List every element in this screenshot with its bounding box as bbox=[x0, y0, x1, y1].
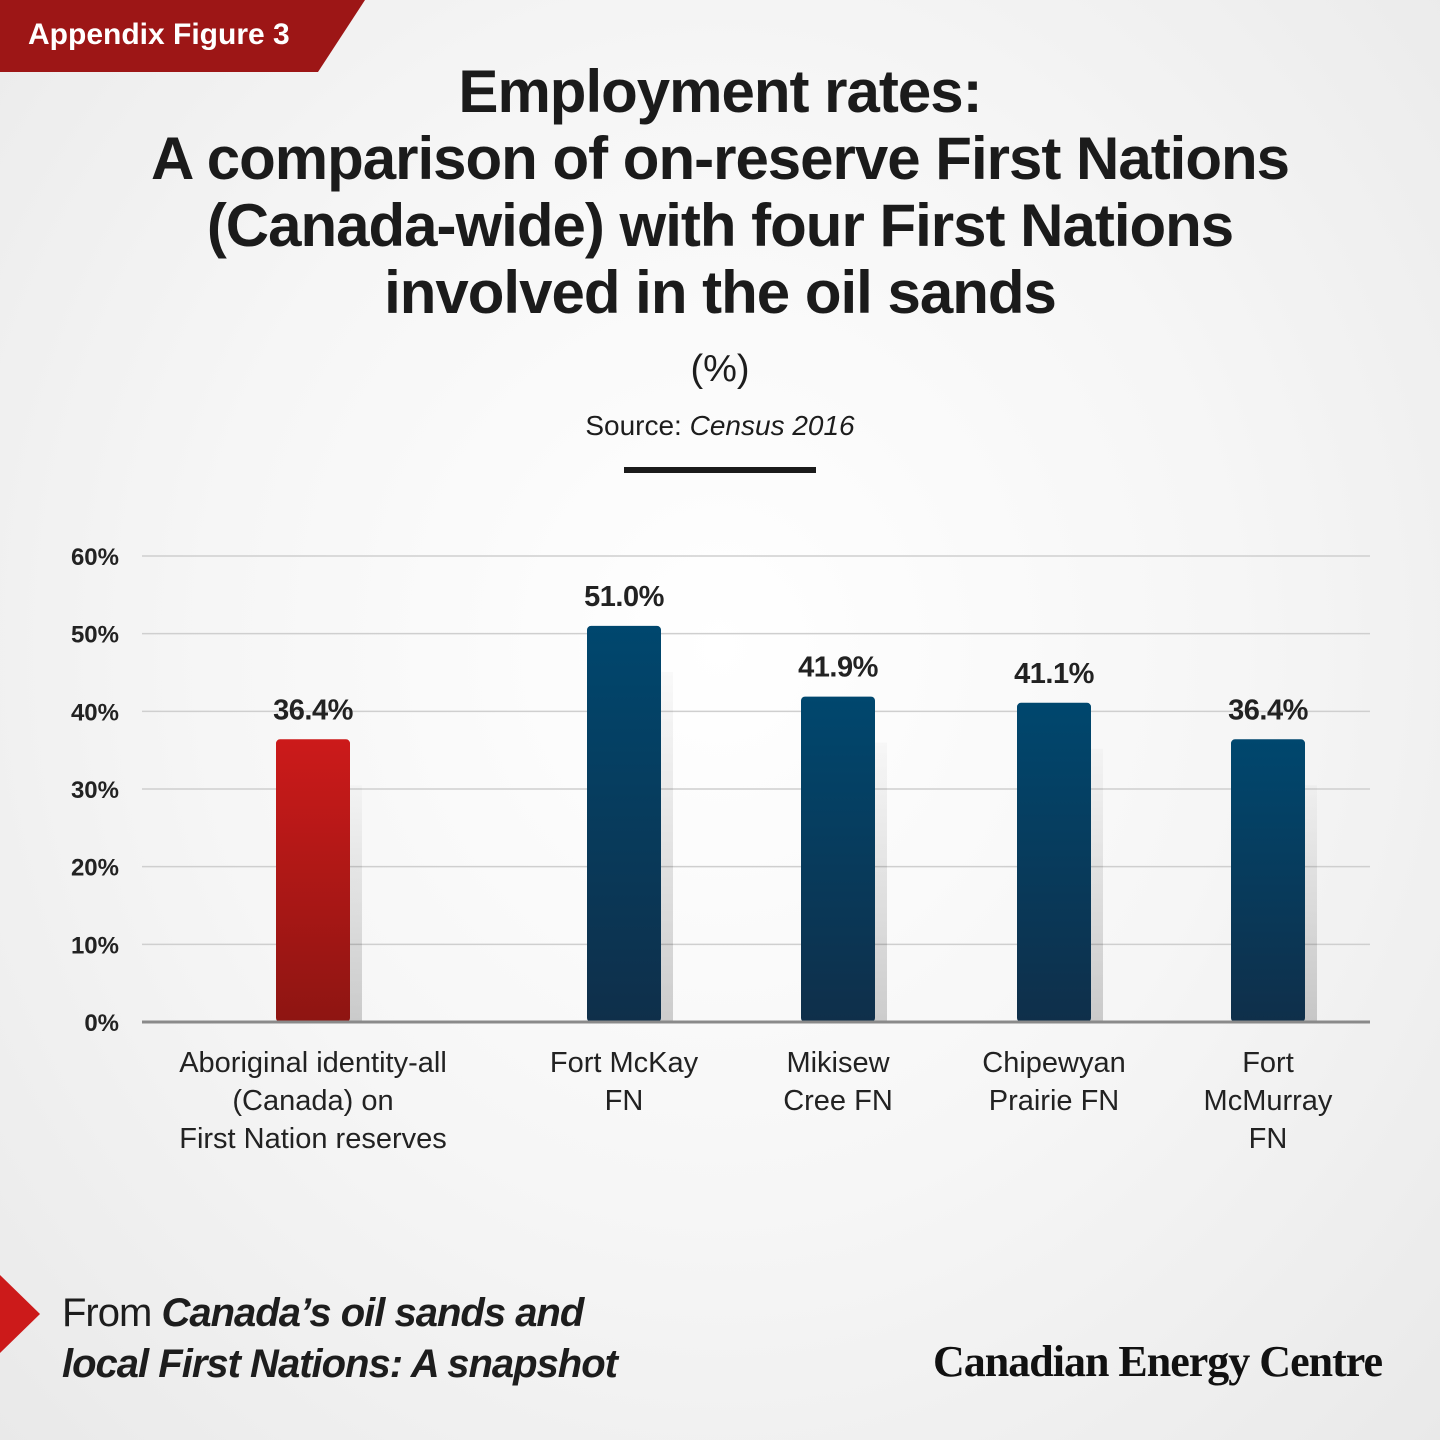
x-tick-label: Cree FN bbox=[783, 1085, 893, 1117]
arrow-icon bbox=[0, 1275, 40, 1353]
bar-chart: 0% 10% 20% 30% 40% 50% 60% 36.4% Aboriginal iden… bbox=[71, 544, 1370, 1155]
bar bbox=[1017, 702, 1091, 1022]
x-tick-label: Aboriginal identity-all bbox=[179, 1047, 447, 1079]
x-tick-label: McMurray bbox=[1204, 1085, 1333, 1117]
y-tick-label: 20% bbox=[71, 855, 119, 882]
x-tick-label: Mikisew bbox=[786, 1047, 890, 1079]
source-value: Census 2016 bbox=[689, 410, 855, 441]
y-tick-label: 50% bbox=[71, 622, 119, 649]
publication-title-line: Canada’s oil sands and bbox=[161, 1291, 584, 1335]
figure-badge: Appendix Figure 3 bbox=[0, 0, 365, 72]
figure-badge-label: Appendix Figure 3 bbox=[28, 18, 290, 51]
bar bbox=[1231, 739, 1305, 1022]
x-tick-label: Prairie FN bbox=[989, 1085, 1120, 1117]
y-tick-label: 40% bbox=[71, 699, 119, 726]
bar bbox=[276, 739, 350, 1022]
bar bbox=[801, 696, 875, 1022]
data-label: 41.9% bbox=[798, 652, 878, 684]
x-tick-label: Chipewyan bbox=[982, 1047, 1125, 1079]
x-tick-label: (Canada) on bbox=[232, 1085, 393, 1117]
data-label: 36.4% bbox=[1228, 694, 1308, 726]
x-tick-label: Fort McKay bbox=[550, 1047, 699, 1079]
data-label: 36.4% bbox=[273, 694, 353, 726]
y-tick-label: 0% bbox=[84, 1010, 119, 1037]
x-tick-label: First Nation reserves bbox=[179, 1123, 447, 1155]
publication-title-line: local First Nations: A snapshot bbox=[62, 1342, 618, 1386]
title-line: involved in the oil sands bbox=[384, 259, 1057, 326]
source-label: Source: bbox=[585, 410, 682, 441]
x-tick-label: FN bbox=[605, 1085, 644, 1117]
x-tick-label: FN bbox=[1249, 1123, 1288, 1155]
data-label: 51.0% bbox=[584, 581, 664, 613]
title-line: (Canada-wide) with four First Nations bbox=[206, 192, 1234, 259]
logo: Canadian Energy Centre bbox=[933, 1337, 1383, 1386]
y-tick-label: 10% bbox=[71, 932, 119, 959]
x-tick-label: Fort bbox=[1242, 1047, 1294, 1079]
divider bbox=[624, 467, 816, 473]
source-note: Source: Census 2016 bbox=[0, 410, 1440, 442]
from-label: From bbox=[62, 1291, 152, 1335]
data-label: 41.1% bbox=[1014, 658, 1094, 690]
publication-credit: From Canada’s oil sands and local First … bbox=[62, 1288, 618, 1390]
unit-label: (%) bbox=[690, 348, 750, 390]
y-tick-label: 60% bbox=[71, 544, 119, 571]
title-line: Employment rates: bbox=[458, 58, 982, 125]
y-tick-label: 30% bbox=[71, 777, 119, 804]
chart-title: Employment rates: A comparison of on-res… bbox=[0, 58, 1440, 326]
title-line: A comparison of on-reserve First Nations bbox=[150, 125, 1290, 192]
bar bbox=[587, 625, 661, 1022]
